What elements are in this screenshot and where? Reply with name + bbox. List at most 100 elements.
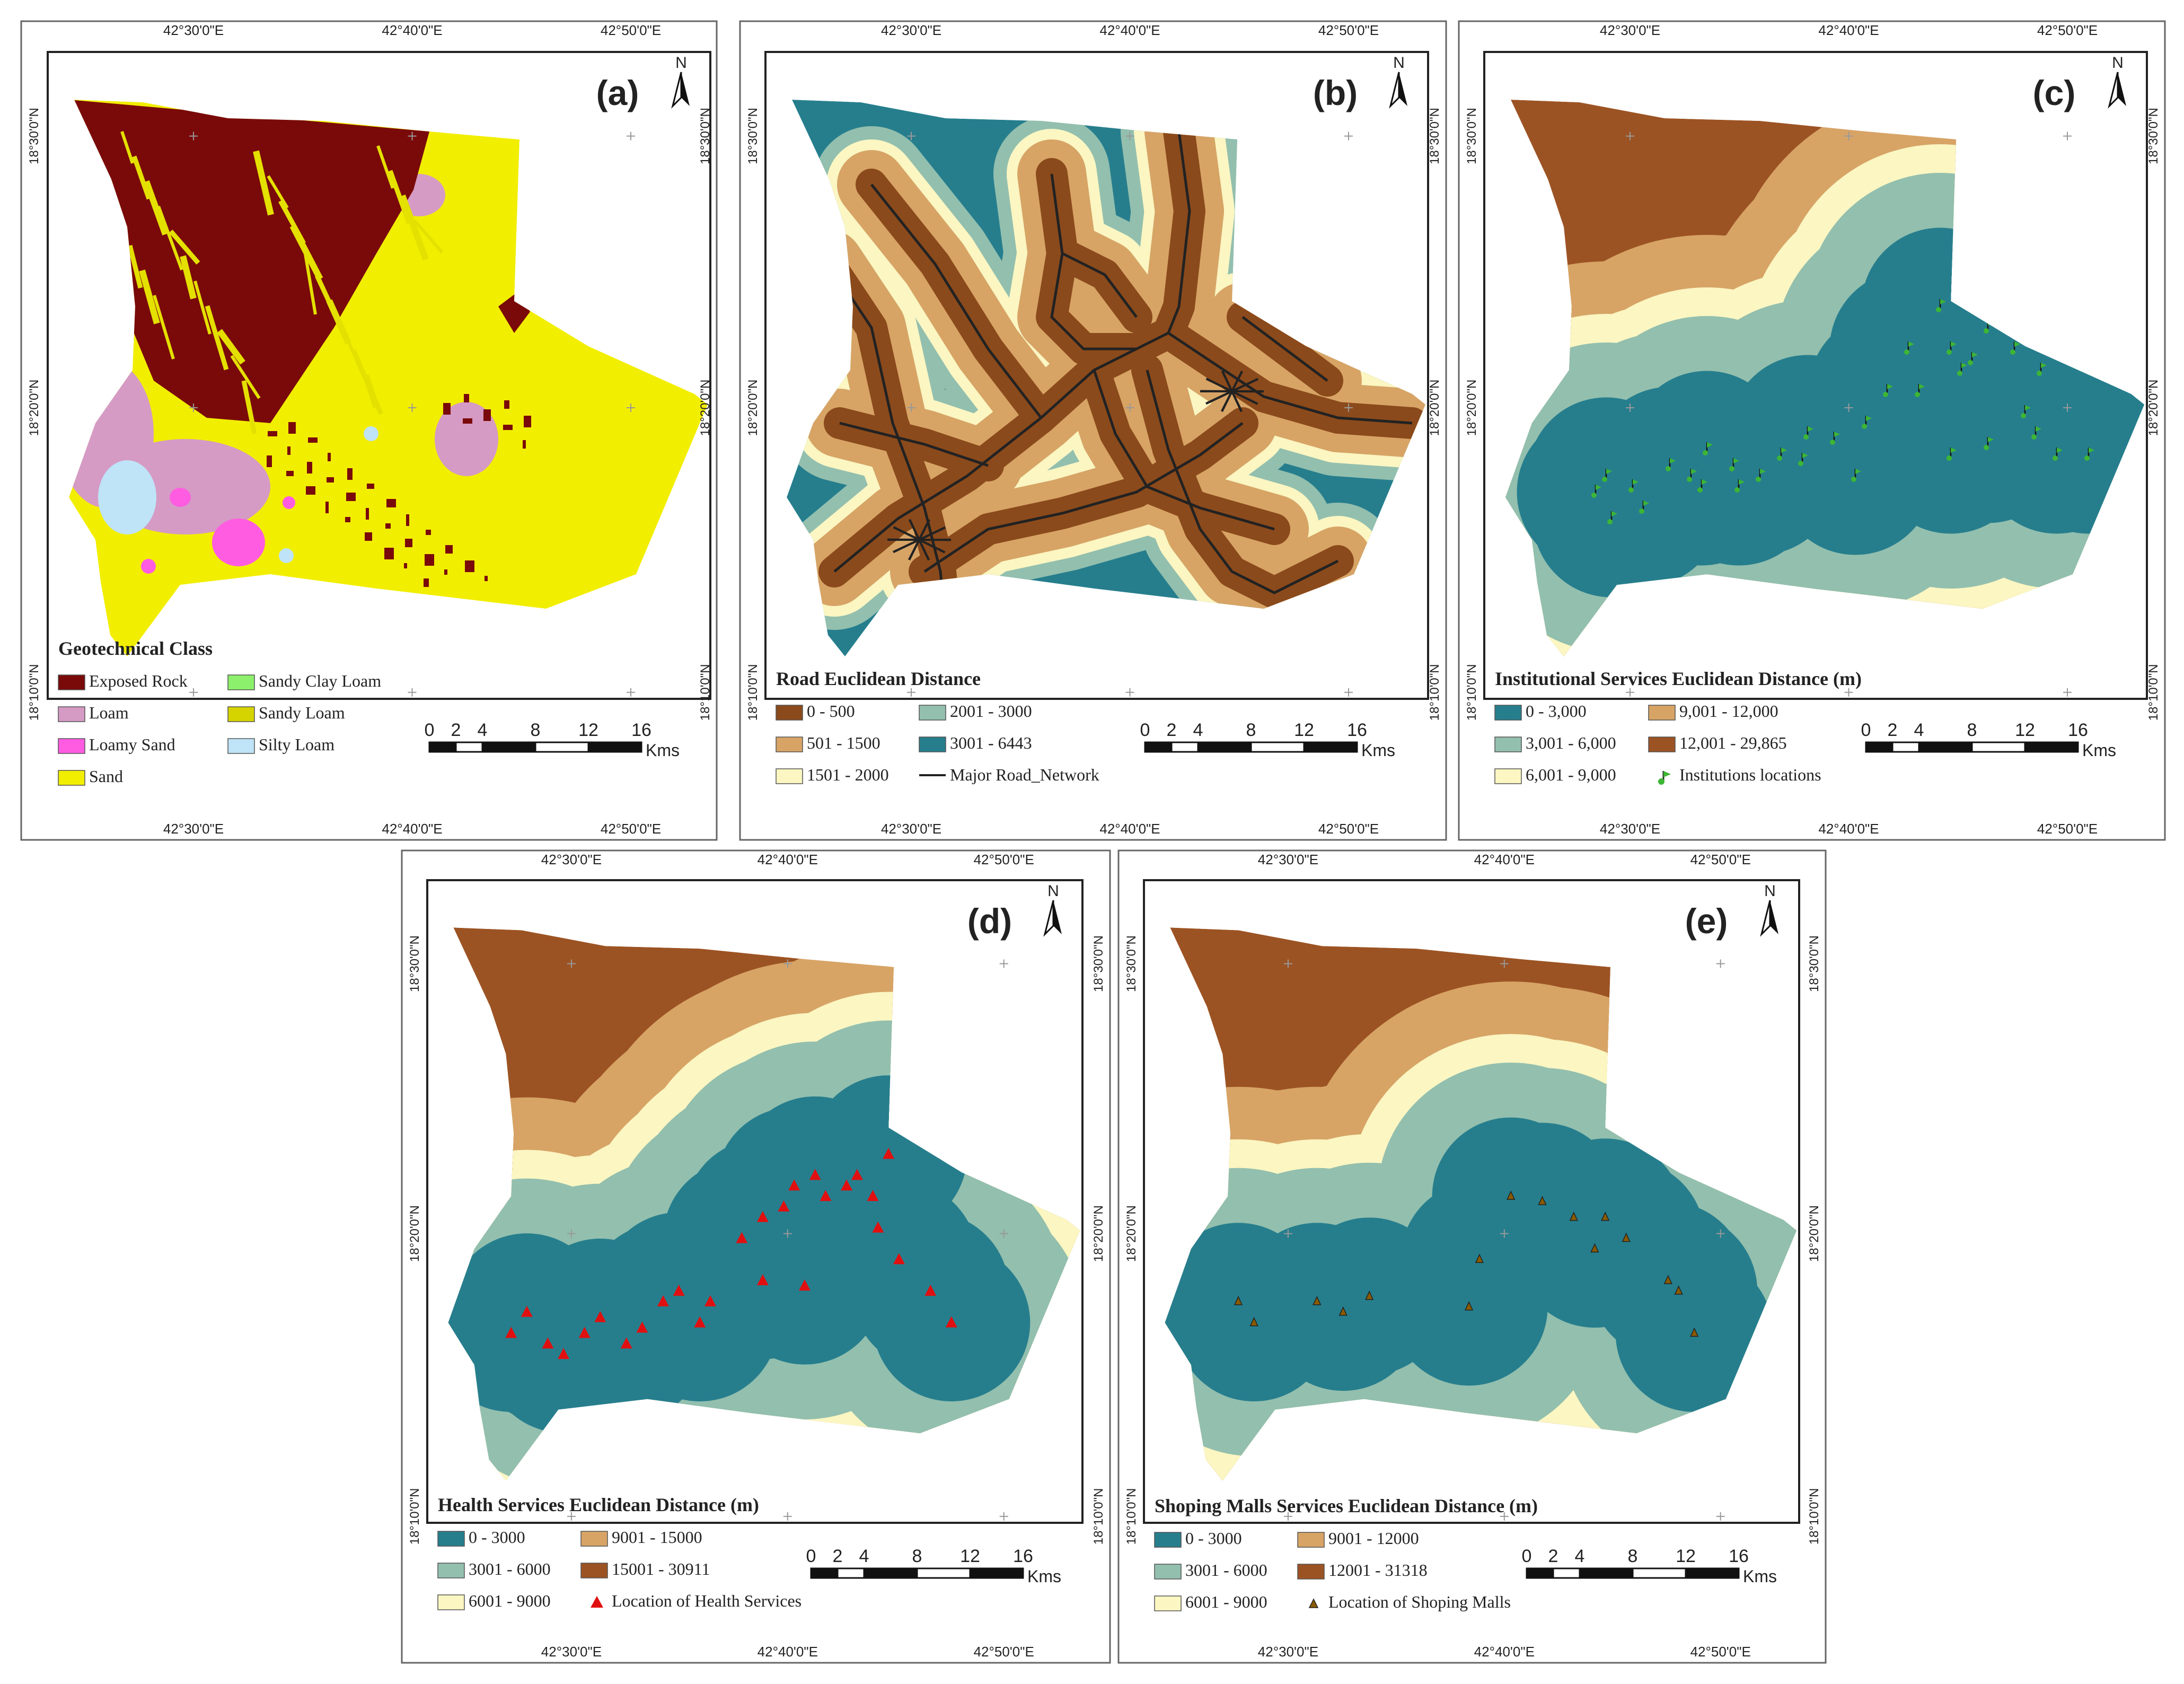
scale-bar-segment — [863, 1567, 918, 1579]
legend-swatch — [1154, 1532, 1182, 1548]
legend-swatch — [776, 736, 803, 752]
legend-pin-icon — [1658, 778, 1665, 785]
grid-cross — [189, 404, 198, 412]
scale-bar-segment — [1685, 1567, 1740, 1579]
institution-marker — [1972, 352, 1978, 357]
sandy-loam-streak — [253, 150, 274, 216]
lat-label-left: 18°20'0"N — [746, 380, 760, 436]
sandy-loam-streak — [139, 269, 160, 324]
shopping-mall-marker — [1690, 1327, 1699, 1337]
health-service-marker — [704, 1295, 716, 1306]
legend-item-label: 501 - 1500 — [807, 733, 880, 752]
major-road-line — [839, 422, 989, 467]
institution-marker — [1739, 479, 1745, 485]
panel-annotations-b: (b) N — [1313, 54, 1407, 112]
lat-label-right: 18°20'0"N — [1091, 1205, 1106, 1262]
scale-tick-label: 4 — [1575, 1546, 1585, 1566]
shopping-mall-marker — [1234, 1295, 1243, 1305]
institution-marker — [1756, 477, 1761, 482]
institution-marker — [1919, 384, 1925, 389]
scale-unit-label: Kms — [1743, 1567, 1777, 1586]
scale-tick-label: 4 — [478, 720, 488, 740]
scale-tick-label: 0 — [1140, 720, 1150, 740]
institution-marker — [1851, 477, 1856, 482]
grid-cross — [1283, 1512, 1292, 1521]
legend-item-label: Sandy Loam — [259, 703, 345, 722]
panel-annotations-a: (a) N — [596, 54, 690, 112]
legend-item-label: 3001 - 6000 — [1185, 1560, 1267, 1580]
legend-title: Institutional Services Euclidean Distanc… — [1495, 668, 1862, 689]
scale-bar-segment — [916, 1567, 971, 1579]
exposed-rock-patch — [404, 563, 407, 568]
lat-label-right: 18°30'0"N — [1091, 935, 1106, 992]
legend-d: Health Services Euclidean Distance (m) 0 … — [437, 1494, 802, 1610]
shopping-mall-marker — [1538, 1196, 1547, 1205]
exposed-rock-patch — [445, 545, 453, 554]
legend-swatch — [227, 674, 255, 690]
exposed-rock-patch — [463, 418, 472, 424]
scale-tick-label: 16 — [631, 720, 651, 740]
grid-cross — [783, 1229, 792, 1238]
lat-label-left: 18°10'0"N — [746, 664, 760, 721]
legend-item-label: 6001 - 9000 — [469, 1591, 551, 1610]
legend-swatch — [580, 1563, 608, 1578]
shopping-mall-marker — [1464, 1301, 1474, 1311]
scale-bar-segment — [455, 741, 483, 753]
grid-cross — [1125, 688, 1134, 697]
legend-swatch — [1494, 705, 1522, 721]
exposed-rock-patch — [306, 486, 315, 495]
major-road-line — [893, 527, 946, 553]
legend-swatch — [58, 770, 85, 786]
legend-item-label: 2001 - 3000 — [950, 701, 1032, 721]
exposed-rock-patch — [249, 391, 252, 397]
legend-item-label: 6001 - 9000 — [1185, 1592, 1267, 1611]
sandy-loam-streak — [205, 305, 229, 371]
lon-label-top: 42°40'0"E — [758, 852, 818, 867]
institution-marker — [1628, 487, 1634, 493]
lon-label-top: 42°30'0"E — [163, 22, 224, 38]
graticule-labels: 42°30'0"E 42°30'0"E 42°40'0"E 42°40'0"E 42°5… — [1465, 22, 2161, 837]
grid-cross — [408, 688, 417, 697]
sandy-loam-streak — [193, 280, 212, 335]
institution-marker — [1904, 349, 1909, 355]
lon-label-top: 42°30'0"E — [881, 22, 941, 38]
north-arrow-icon — [681, 72, 690, 106]
shopping-mall-marker — [1506, 1190, 1516, 1200]
legend-item-label: Major Road_Network — [950, 765, 1099, 784]
north-arrow-icon — [2118, 72, 2126, 106]
institution-marker — [1687, 477, 1692, 482]
legend-item-label: Loamy Sand — [89, 735, 175, 754]
grid-cross — [567, 959, 576, 968]
panel-label: (a) — [596, 73, 639, 112]
lat-label-right: 18°20'0"N — [698, 380, 712, 436]
shopping-mall-marker — [1338, 1306, 1348, 1316]
grid-cross — [999, 959, 1008, 968]
grid-cross — [2063, 131, 2072, 141]
legend-swatch — [1494, 736, 1522, 752]
major-road-line — [870, 183, 1042, 419]
legend-swatch — [1297, 1532, 1325, 1548]
institution-marker — [2014, 341, 2020, 347]
sandy-loam-streak — [180, 255, 197, 300]
legend-item-label: 12001 - 31318 — [1328, 1560, 1428, 1580]
scale-bar-segment — [1971, 741, 2026, 753]
sandy-loam-streak — [153, 295, 175, 359]
health-service-marker — [798, 1279, 811, 1291]
institution-marker — [2021, 413, 2026, 418]
north-arrow-icon — [1770, 900, 1778, 934]
exposed-rock-patch — [327, 477, 334, 483]
grid-cross — [1844, 688, 1853, 697]
lat-label-left: 18°30'0"N — [1124, 935, 1139, 992]
grid-cross — [1844, 131, 1853, 141]
legend-item-label: 12,001 - 29,865 — [1679, 733, 1787, 752]
legend-item-label: 15001 - 30911 — [612, 1559, 710, 1578]
scale-unit-label: Kms — [1027, 1567, 1061, 1586]
legend-item-label: 9001 - 15000 — [612, 1528, 702, 1547]
legend-title: Geotechnical Class — [58, 638, 213, 659]
health-service-marker — [778, 1200, 790, 1212]
map-frame — [47, 51, 711, 700]
legend-pin-icon — [1663, 771, 1671, 777]
lat-label-left: 18°30'0"N — [27, 108, 41, 164]
north-arrow-label: N — [1047, 882, 1059, 900]
